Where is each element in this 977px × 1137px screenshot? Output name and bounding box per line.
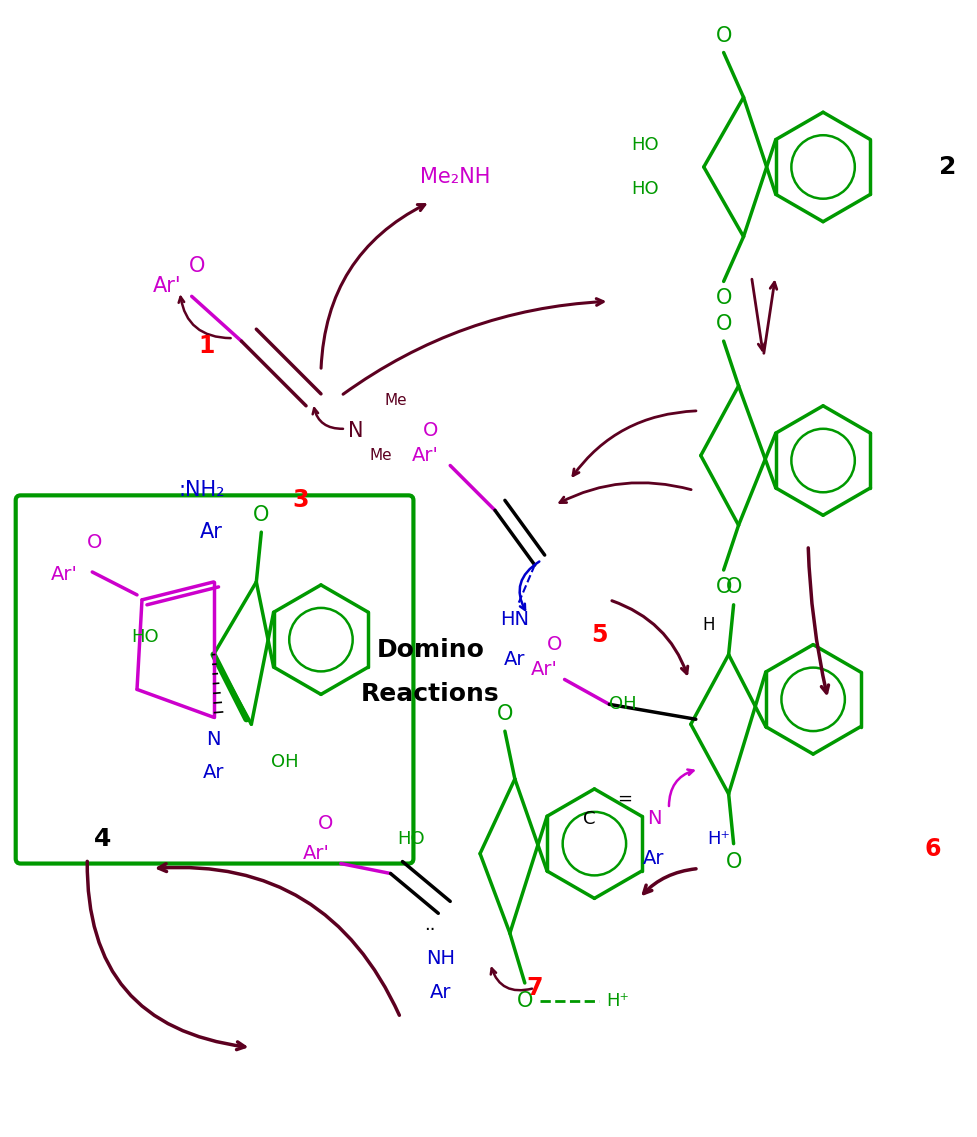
Text: O: O (517, 990, 533, 1011)
Text: Ar: Ar (203, 763, 225, 781)
Text: N: N (647, 810, 661, 828)
Text: O: O (87, 532, 102, 551)
Text: O: O (496, 704, 513, 724)
Text: 7: 7 (527, 976, 543, 999)
Text: Ar': Ar' (531, 659, 558, 679)
Text: O: O (715, 576, 732, 597)
Text: Ar: Ar (504, 650, 526, 669)
Text: O: O (189, 257, 205, 276)
Text: HO: HO (131, 628, 159, 646)
Text: O: O (547, 636, 563, 654)
Text: O: O (423, 421, 438, 440)
Text: Me: Me (369, 448, 392, 463)
Text: Reactions: Reactions (361, 682, 499, 706)
Text: Ar': Ar' (303, 844, 329, 863)
Text: Ar': Ar' (412, 446, 439, 465)
Text: 6: 6 (924, 837, 941, 861)
Text: 2: 2 (939, 155, 956, 179)
Text: O: O (715, 26, 732, 45)
Text: :NH₂: :NH₂ (179, 481, 225, 500)
Text: NH: NH (426, 948, 454, 968)
Text: O: O (253, 505, 270, 525)
Text: Ar': Ar' (153, 276, 182, 297)
Text: O: O (725, 576, 742, 597)
Text: Me: Me (384, 393, 406, 408)
Text: Ar: Ar (643, 849, 664, 868)
Text: H⁺: H⁺ (606, 991, 629, 1010)
Text: 4: 4 (94, 827, 111, 850)
Text: N: N (206, 730, 221, 748)
Text: H: H (702, 616, 715, 633)
Text: Ar': Ar' (51, 565, 77, 584)
Text: Domino: Domino (376, 638, 485, 662)
Text: N: N (348, 421, 363, 441)
Text: 5: 5 (591, 623, 608, 647)
FancyBboxPatch shape (16, 496, 413, 863)
Text: O: O (725, 852, 742, 872)
Text: 3: 3 (293, 488, 310, 513)
Text: HO: HO (631, 180, 659, 198)
Text: O: O (715, 314, 732, 334)
Text: Me₂NH: Me₂NH (420, 167, 490, 186)
Text: 1: 1 (198, 334, 215, 358)
Text: HN: HN (500, 611, 530, 629)
Text: Ar: Ar (200, 522, 223, 542)
Text: ··: ·· (425, 921, 436, 939)
Text: O: O (715, 289, 732, 308)
Text: C: C (583, 810, 596, 828)
Text: HO: HO (398, 830, 425, 848)
Text: H⁺: H⁺ (707, 830, 730, 848)
Text: =: = (616, 790, 632, 808)
Text: OH: OH (609, 696, 636, 713)
Text: HO: HO (631, 136, 659, 155)
Text: OH: OH (272, 753, 299, 771)
Text: Ar: Ar (430, 984, 451, 1003)
Text: O: O (319, 814, 333, 833)
